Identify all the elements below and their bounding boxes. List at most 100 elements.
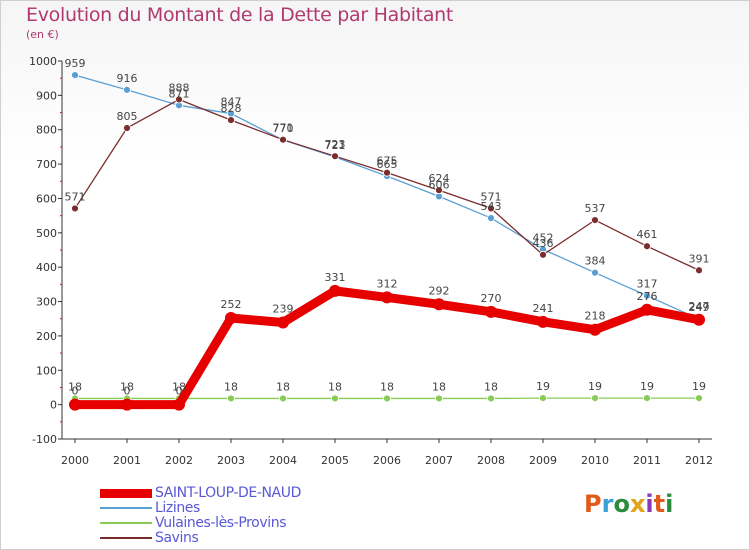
data-label: 218	[585, 310, 606, 323]
logo-letter: t	[653, 490, 666, 518]
legend-label: Savins	[155, 530, 199, 546]
data-point	[537, 315, 549, 328]
data-point	[695, 394, 703, 403]
data-label: 252	[221, 298, 242, 311]
data-point	[381, 291, 393, 304]
data-label: 805	[117, 110, 138, 123]
data-label: 18	[276, 380, 290, 393]
data-label: 721	[325, 139, 346, 152]
x-tick-label: 2012	[685, 454, 713, 467]
legend-swatch	[100, 537, 152, 539]
data-label: 18	[484, 380, 498, 393]
data-label: 723	[325, 138, 346, 151]
data-label: 959	[65, 57, 86, 70]
data-point	[279, 135, 287, 144]
legend-label: SAINT-LOUP-DE-NAUD	[155, 485, 301, 501]
y-tick-label: 600	[36, 192, 57, 205]
x-tick-label: 2008	[477, 454, 505, 467]
data-label: 461	[637, 228, 658, 241]
chart-title: Evolution du Montant de la Dette par Hab…	[26, 4, 454, 26]
y-tick-label: 500	[36, 227, 57, 240]
data-point	[435, 394, 443, 403]
data-label: 675	[377, 155, 398, 168]
x-tick-label: 2003	[217, 454, 245, 467]
data-label: 0	[176, 385, 183, 398]
legend-swatch	[100, 522, 152, 524]
data-label: 247	[689, 300, 710, 313]
data-label: 436	[533, 237, 554, 250]
data-point	[383, 394, 391, 403]
data-point	[589, 323, 601, 336]
y-tick-label: 700	[36, 158, 57, 171]
data-point	[121, 398, 133, 411]
data-point	[69, 398, 81, 411]
data-label: 239	[273, 303, 294, 316]
data-label: 0	[72, 385, 79, 398]
x-tick-label: 2007	[425, 454, 453, 467]
data-point	[227, 394, 235, 403]
data-point	[433, 298, 445, 311]
legend-label: Vulaines-lès-Provins	[155, 515, 287, 531]
data-point	[175, 95, 183, 104]
data-label: 18	[68, 380, 82, 393]
data-point	[71, 204, 79, 213]
data-point	[329, 284, 341, 297]
data-point	[331, 394, 339, 403]
data-label: 18	[380, 380, 394, 393]
logo-letter: x	[629, 490, 646, 518]
data-point	[435, 186, 443, 195]
x-tick-label: 2001	[113, 454, 141, 467]
data-point	[123, 85, 131, 94]
logo-letter: P	[584, 490, 602, 518]
data-point	[539, 250, 547, 259]
series-line	[74, 98, 700, 271]
x-tick-label: 2004	[269, 454, 297, 467]
data-point	[591, 394, 599, 403]
x-tick-label: 2009	[529, 454, 557, 467]
y-tick-label: 0	[50, 399, 57, 412]
data-label: 19	[588, 380, 602, 393]
data-label: 276	[637, 290, 658, 303]
legend-label: Lizines	[155, 500, 200, 516]
x-tick-label: 2006	[373, 454, 401, 467]
proxiti-logo: Proxiti	[584, 490, 673, 518]
y-tick-label: 300	[36, 296, 57, 309]
data-point	[641, 303, 653, 316]
legend-swatch	[100, 488, 152, 498]
data-label: 18	[224, 380, 238, 393]
data-point	[71, 71, 79, 79]
y-tick-label: 900	[36, 89, 57, 102]
x-tick-label: 2011	[633, 454, 661, 467]
data-point	[695, 266, 703, 275]
data-label: 270	[481, 292, 502, 305]
data-point	[591, 216, 599, 225]
data-label: 18	[172, 380, 186, 393]
data-label: 452	[533, 231, 554, 244]
data-label: 317	[637, 278, 658, 291]
logo-letter: o	[613, 490, 630, 518]
y-tick-label: 800	[36, 124, 57, 137]
data-point	[487, 394, 495, 403]
data-label: 624	[429, 172, 450, 185]
data-label: 0	[124, 385, 131, 398]
data-label: 19	[692, 380, 706, 393]
y-tick-label: -100	[32, 433, 57, 446]
data-label: 249	[689, 301, 710, 314]
data-label: 828	[221, 102, 242, 115]
y-tick-label: 100	[36, 364, 57, 377]
data-label: 665	[377, 158, 398, 171]
data-label: 888	[169, 81, 190, 94]
data-label: 771	[273, 122, 294, 135]
data-point	[225, 312, 237, 325]
data-label: 871	[169, 87, 190, 100]
data-label: 384	[585, 255, 606, 268]
data-point	[643, 394, 651, 403]
data-point	[227, 116, 235, 125]
data-point	[173, 398, 185, 411]
data-point	[383, 168, 391, 177]
data-point	[487, 204, 495, 213]
y-tick-label: 1000	[29, 55, 57, 68]
x-tick-label: 2010	[581, 454, 609, 467]
data-point	[331, 152, 339, 161]
data-point	[279, 394, 287, 403]
